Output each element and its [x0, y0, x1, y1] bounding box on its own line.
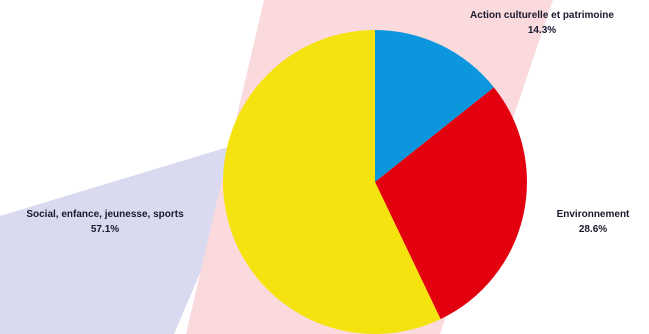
- slice-label-1: Action culturelle et patrimoine: [470, 10, 614, 21]
- slice-percent-3: 57.1%: [91, 224, 119, 235]
- pie-slice-3: [222, 30, 441, 334]
- pie-slices: [222, 30, 527, 334]
- slice-label-3: Social, enfance, jeunesse, sports: [26, 209, 184, 220]
- pie-labels: Action culturelle et patrimoine 14.3% Envi…: [26, 10, 630, 235]
- slice-percent-1: 14.3%: [528, 25, 556, 36]
- background-band-lavender: [0, 138, 258, 334]
- pie-slice-1: [375, 30, 494, 182]
- pie-slice-2: [375, 87, 527, 320]
- slice-percent-2: 28.6%: [579, 224, 607, 235]
- slice-label-2: Environnement: [557, 209, 630, 220]
